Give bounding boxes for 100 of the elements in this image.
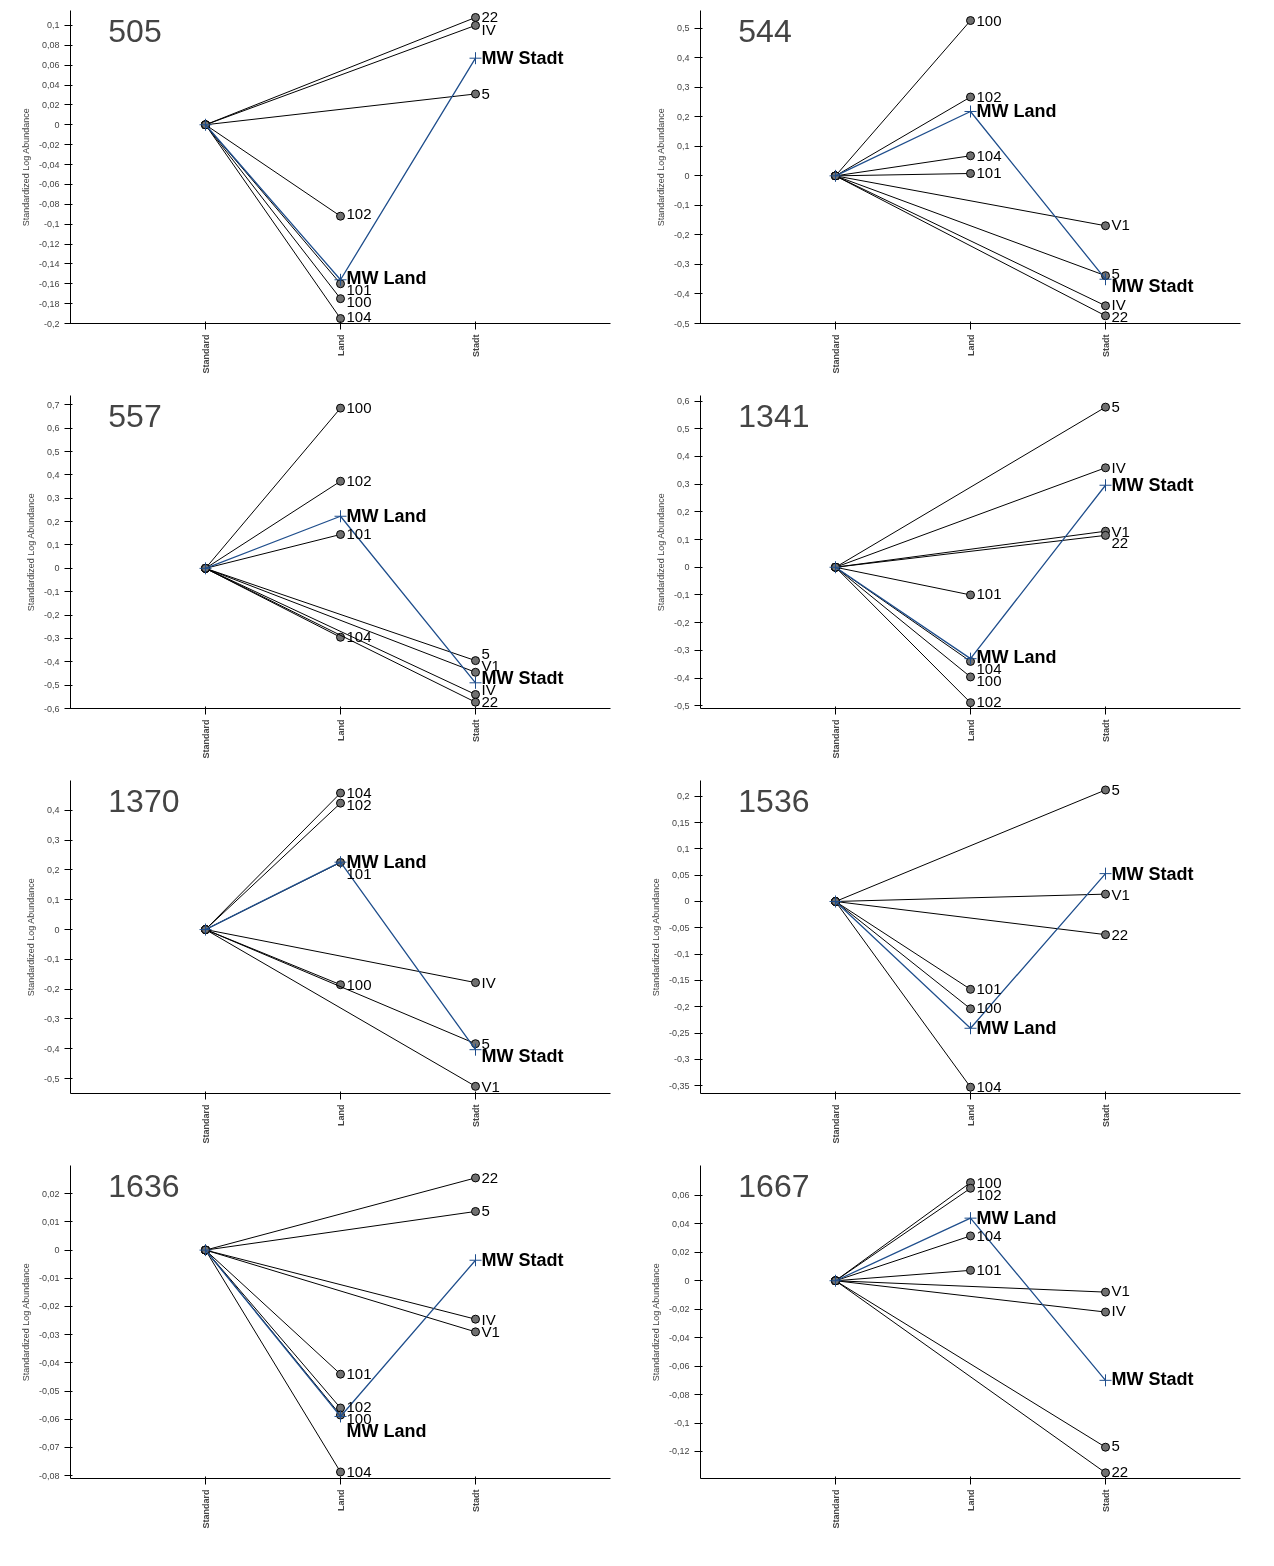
y-tick-label: -0,5 [673, 700, 690, 711]
y-tick-label: -0,3 [673, 1054, 690, 1065]
y-axis-title: Standardized Log Abundance [655, 108, 666, 227]
y-tick-label: -0,05 [38, 1386, 60, 1397]
y-axis-title: Standardized Log Abundance [20, 108, 31, 227]
series-label: IV [1111, 1302, 1126, 1320]
chart-title: 1341 [738, 397, 810, 434]
x-tick-label: Stadt [1100, 719, 1111, 742]
chart-title: 505 [108, 12, 162, 49]
y-tick-label: -0,3 [673, 259, 690, 270]
series-label: 5 [481, 84, 490, 102]
series-label: 104 [346, 1462, 372, 1480]
series-label: 104 [346, 628, 372, 646]
y-tick-label: 0,04 [671, 1218, 690, 1229]
chart-title: 1370 [108, 782, 180, 819]
series-label: IV [1111, 459, 1126, 477]
y-tick-label: 0 [684, 170, 690, 181]
series-label: 5 [1111, 780, 1120, 798]
annotation: MW Land [976, 1017, 1057, 1038]
x-tick-label: Land [335, 719, 346, 741]
series-label: 101 [976, 1261, 1002, 1279]
series-label: 5 [1111, 398, 1120, 416]
x-tick-label: Stadt [470, 1104, 481, 1127]
y-axis-title: Standardized Log Abundance [25, 878, 36, 997]
y-tick-label: -0,4 [673, 673, 690, 684]
y-tick-label: 0,06 [671, 1190, 690, 1201]
y-tick-label: 0,4 [46, 469, 60, 480]
series-label: 101 [976, 584, 1002, 602]
y-tick-label: 0,5 [676, 423, 690, 434]
series-label: 22 [1111, 925, 1129, 943]
y-tick-label: -0,18 [38, 298, 60, 309]
x-tick-label: Standard [830, 719, 841, 759]
y-tick-label: 0,3 [46, 835, 60, 846]
y-tick-label: 0,1 [676, 141, 690, 152]
y-tick-label: -0,08 [668, 1389, 690, 1400]
y-axis-title: Standardized Log Abundance [655, 493, 666, 612]
series-label: V1 [481, 1077, 500, 1095]
series-label: 100 [976, 1173, 1002, 1191]
y-tick-label: -0,1 [673, 200, 690, 211]
y-tick-label: 0,2 [676, 111, 690, 122]
x-tick-label: Stadt [470, 719, 481, 742]
y-tick-label: -0,4 [673, 288, 690, 299]
y-tick-label: 0 [684, 562, 690, 573]
y-tick-label: 0,5 [676, 23, 690, 34]
y-tick-label: 0,1 [676, 843, 690, 854]
series-label: 102 [346, 472, 372, 490]
x-tick-label: Standard [200, 334, 211, 374]
series-label: 102 [346, 205, 372, 223]
chart-title: 1667 [738, 1167, 810, 1204]
y-tick-label: 0,6 [46, 423, 60, 434]
y-tick-label: -0,02 [38, 1301, 60, 1312]
y-tick-label: -0,4 [43, 656, 60, 667]
x-tick-label: Standard [830, 334, 841, 374]
y-tick-label: -0,12 [38, 239, 60, 250]
chart-title: 544 [738, 12, 792, 49]
y-tick-label: -0,14 [38, 258, 60, 269]
y-tick-label: -0,07 [38, 1442, 60, 1453]
series-label: V1 [1111, 215, 1130, 233]
x-tick-label: Land [335, 1104, 346, 1126]
x-tick-label: Standard [200, 719, 211, 759]
y-tick-label: 0 [54, 924, 60, 935]
annotation: MW Land [976, 101, 1057, 122]
y-tick-label: -0,2 [673, 1001, 690, 1012]
y-tick-label: 0 [54, 563, 60, 574]
y-tick-label: 0,15 [671, 817, 690, 828]
annotation: MW Stadt [1111, 863, 1194, 884]
y-tick-label: -0,6 [43, 703, 60, 714]
x-tick-label: Land [335, 1489, 346, 1511]
y-tick-label: -0,06 [38, 1414, 60, 1425]
y-tick-label: -0,03 [38, 1329, 60, 1340]
series-label: 22 [481, 1168, 499, 1186]
y-tick-label: -0,3 [43, 1013, 60, 1024]
y-tick-label: -0,1 [43, 219, 60, 230]
y-tick-label: -0,02 [38, 139, 60, 150]
y-tick-label: 0,6 [676, 396, 690, 407]
y-tick-label: -0,2 [673, 229, 690, 240]
x-tick-label: Standard [830, 1104, 841, 1144]
y-tick-label: -0,2 [673, 617, 690, 628]
y-tick-label: 0 [54, 1245, 60, 1256]
annotation: MW Stadt [1111, 1369, 1194, 1390]
y-tick-label: 0,3 [676, 479, 690, 490]
y-tick-label: -0,06 [38, 179, 60, 190]
y-tick-label: -0,08 [38, 199, 60, 210]
x-tick-label: Stadt [1100, 1104, 1111, 1127]
series-label: 5 [481, 644, 490, 662]
y-tick-label: -0,4 [43, 1043, 60, 1054]
x-tick-label: Land [965, 1104, 976, 1126]
y-tick-label: -0,2 [43, 984, 60, 995]
annotation: MW Land [346, 506, 427, 527]
y-tick-label: 0,02 [41, 1188, 60, 1199]
y-tick-label: -0,1 [43, 954, 60, 965]
y-tick-label: -0,04 [668, 1332, 690, 1343]
y-tick-label: -0,15 [668, 975, 690, 986]
x-tick-label: Standard [200, 1104, 211, 1144]
y-tick-label: 0,02 [41, 99, 60, 110]
y-tick-label: 0 [684, 1275, 690, 1286]
series-label: 101 [976, 164, 1002, 182]
y-tick-label: -0,1 [673, 589, 690, 600]
series-label: 104 [976, 146, 1002, 164]
y-axis-title: Standardized Log Abundance [650, 878, 661, 997]
